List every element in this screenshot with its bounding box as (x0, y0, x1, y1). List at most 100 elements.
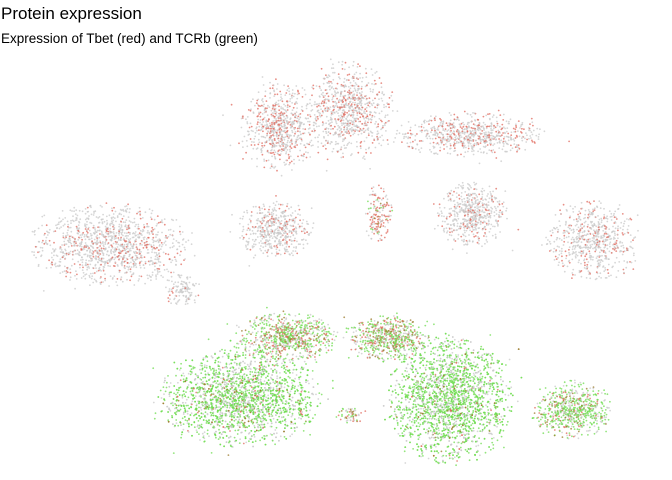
data-point (382, 125, 384, 127)
data-point (452, 124, 454, 127)
data-point (378, 91, 381, 94)
data-point (367, 129, 370, 132)
data-point (129, 253, 131, 256)
data-point (505, 135, 508, 138)
data-point (91, 275, 94, 278)
data-point (175, 263, 177, 266)
data-point (100, 258, 103, 260)
data-point (161, 231, 163, 234)
data-point (241, 230, 244, 233)
data-point (322, 145, 325, 148)
data-point (42, 290, 45, 292)
data-point (485, 114, 488, 117)
data-point (326, 98, 329, 101)
data-point (320, 102, 323, 104)
data-point (278, 133, 281, 136)
data-point (447, 129, 450, 131)
data-point (266, 239, 268, 241)
data-point (88, 259, 90, 262)
data-point (370, 237, 373, 240)
data-point (95, 267, 97, 269)
data-point (379, 226, 382, 229)
data-point (272, 126, 274, 128)
data-point (349, 105, 352, 108)
data-point (377, 125, 379, 128)
data-point (258, 125, 261, 128)
data-point (498, 138, 500, 140)
data-point (443, 230, 446, 233)
data-point (355, 129, 358, 131)
data-point (90, 277, 93, 280)
data-point (261, 237, 264, 240)
data-point (92, 272, 94, 275)
data-point (77, 229, 80, 232)
data-point (241, 235, 244, 237)
data-point (178, 245, 181, 248)
data-point (83, 235, 86, 238)
data-point (341, 115, 344, 118)
data-point (229, 231, 232, 233)
data-point (545, 236, 547, 239)
data-point (142, 247, 145, 249)
data-point (342, 98, 345, 100)
data-point (420, 131, 423, 133)
data-point (120, 213, 123, 216)
data-point (102, 265, 105, 268)
data-point (180, 263, 183, 266)
data-point (344, 111, 346, 114)
data-point (362, 157, 364, 159)
data-point (506, 142, 508, 145)
data-point (129, 270, 132, 273)
data-point (364, 120, 367, 123)
data-point (78, 236, 80, 239)
data-point (329, 85, 331, 87)
data-point (138, 275, 141, 277)
data-point (146, 243, 149, 246)
data-point (473, 112, 476, 115)
data-point (101, 252, 104, 254)
data-point (486, 152, 488, 155)
data-point (59, 251, 62, 253)
data-point (277, 231, 280, 234)
data-point (501, 148, 504, 151)
data-point (384, 124, 386, 127)
data-point (378, 184, 380, 187)
data-point (589, 238, 591, 240)
data-point (292, 114, 294, 116)
data-point (298, 127, 301, 129)
data-point (271, 220, 274, 223)
data-point (354, 109, 357, 112)
data-point (222, 114, 224, 117)
data-point (290, 160, 293, 163)
data-point (373, 194, 376, 197)
data-point (567, 241, 569, 244)
data-point (169, 233, 172, 236)
data-point (468, 221, 471, 224)
data-point (120, 220, 122, 223)
data-point (63, 223, 66, 226)
data-point (99, 233, 101, 235)
data-point (291, 218, 293, 221)
data-point (267, 248, 270, 251)
data-point (609, 216, 612, 218)
data-point (348, 66, 350, 69)
data-point (128, 255, 131, 258)
data-point (368, 211, 371, 214)
data-point (484, 232, 486, 234)
data-point (626, 228, 629, 231)
data-point (262, 203, 265, 206)
data-point (458, 119, 460, 122)
data-point (529, 129, 531, 132)
data-point (167, 270, 170, 273)
data-point (372, 207, 375, 210)
data-point (453, 133, 456, 136)
data-point (70, 264, 73, 267)
data-point (341, 60, 344, 63)
data-point (327, 98, 330, 101)
data-point (44, 232, 46, 235)
data-point (133, 221, 136, 224)
data-point (137, 233, 140, 236)
data-point (249, 122, 252, 125)
data-point (93, 278, 96, 281)
data-point (513, 143, 516, 146)
